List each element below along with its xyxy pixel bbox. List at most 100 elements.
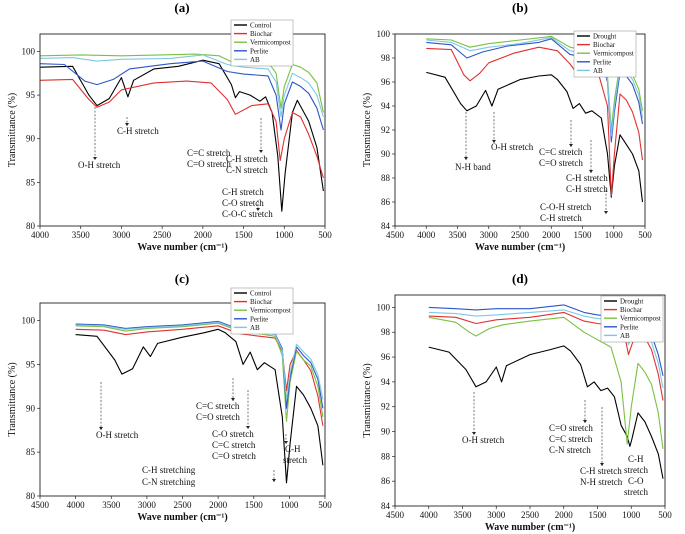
panel-label: (a) <box>174 0 189 15</box>
legend-entry: Biochar <box>593 41 616 49</box>
x-tick-label: 500 <box>638 230 652 240</box>
y-tick-label: 80 <box>26 221 36 231</box>
legend-box <box>573 30 637 78</box>
y-tick-label: 86 <box>381 197 391 207</box>
x-tick-label: 1500 <box>574 230 593 240</box>
arrow-head <box>284 441 288 444</box>
legend-entry: Biochar <box>250 30 273 38</box>
y-tick-label: 100 <box>22 316 36 326</box>
x-tick-label: 3500 <box>72 230 91 240</box>
peak-annotation: C-O-H stretch <box>540 202 592 212</box>
x-tick-label: 3500 <box>454 510 473 520</box>
peak-annotation: stretch <box>624 465 648 475</box>
peak-annotation: C=C stretch <box>196 401 240 411</box>
legend-entry: Perlite <box>250 315 268 323</box>
x-tick-label: 1500 <box>589 510 608 520</box>
y-tick-label: 95 <box>26 90 36 100</box>
x-tick-label: 1000 <box>275 230 294 240</box>
x-tick-label: 1000 <box>622 510 641 520</box>
y-tick-label: 90 <box>381 149 391 159</box>
y-tick-label: 90 <box>26 403 36 413</box>
arrow-head <box>464 157 468 160</box>
arrow-head <box>492 140 496 143</box>
legend-entry: Biochar <box>250 298 273 306</box>
x-tick-label: 2000 <box>209 500 228 510</box>
x-tick-label: 4000 <box>31 230 50 240</box>
legend-entry: Vermicompost <box>593 50 634 58</box>
y-tick-label: 96 <box>381 352 391 362</box>
legend-entry: Vermicompost <box>250 307 291 315</box>
x-tick-label: 4000 <box>417 230 436 240</box>
y-tick-label: 84 <box>381 501 391 511</box>
peak-annotation: C-O-C stretch <box>222 209 273 219</box>
peak-annotation: C=O stretch <box>187 159 231 169</box>
y-tick-label: 100 <box>377 29 391 39</box>
arrow-head <box>93 157 97 160</box>
y-tick-label: 100 <box>22 46 36 56</box>
y-axis-label: Transmittance (%) <box>7 362 18 436</box>
series-line-ab <box>39 54 324 118</box>
peak-annotation: C-H stretch <box>117 126 159 136</box>
x-tick-label: 3000 <box>138 500 157 510</box>
panel-b: (b) 4500 4000 3500 3000 2500 2000 1500 1000 500 84… <box>362 0 652 253</box>
peak-annotation: C-H stretching <box>142 465 196 475</box>
x-tick-label: 3500 <box>102 500 121 510</box>
panel-a: (a) 4000 3500 3000 2500 2000 1500 1000 500 80 85 90… <box>7 0 332 253</box>
peak-annotation: C-H stretch <box>540 213 582 223</box>
peak-annotation: C=C stretch <box>539 147 583 157</box>
y-axis-label: Transmittance (%) <box>362 93 373 167</box>
y-tick-label: 92 <box>381 402 390 412</box>
peak-annotation: C-H <box>628 454 644 464</box>
peak-annotation: C=O stretch <box>196 412 240 422</box>
legend-entry: Control <box>250 22 271 30</box>
peak-annotation: C=O stretch <box>212 451 256 461</box>
series-line-control <box>39 59 324 212</box>
legend-entry: Perlite <box>250 47 268 55</box>
y-tick-label: 90 <box>26 134 36 144</box>
x-tick-label: 2000 <box>542 230 561 240</box>
y-tick-label: 98 <box>381 53 391 63</box>
y-tick-label: 84 <box>381 221 391 231</box>
x-tick-label: 1000 <box>605 230 624 240</box>
legend-box <box>230 287 294 335</box>
x-axis-label: Wave number (cm⁻¹) <box>485 522 575 533</box>
panel-c: (c) 4500 4000 3500 3000 2500 2000 1500 1000 500 80… <box>7 271 332 523</box>
y-tick-label: 90 <box>381 427 391 437</box>
x-tick-label: 1500 <box>235 230 254 240</box>
arrow-head <box>246 426 250 429</box>
peak-annotation: O-H stretch <box>462 435 505 445</box>
y-tick-label: 80 <box>26 491 36 501</box>
y-tick-label: 94 <box>381 377 391 387</box>
y-tick-label: 95 <box>26 359 36 369</box>
x-tick-label: 2000 <box>555 510 574 520</box>
series-line-vermicompost <box>428 316 664 449</box>
y-tick-label: 85 <box>26 177 36 187</box>
arrow-head <box>272 479 276 482</box>
peak-annotation: C-N stretch <box>549 445 591 455</box>
series-line-drought <box>428 345 664 479</box>
legend-entry: Control <box>250 290 271 298</box>
peak-annotation: C-H stretch <box>566 173 608 183</box>
peak-annotation: C-N stretch <box>226 165 268 175</box>
peak-annotation: N-H stretch <box>580 477 623 487</box>
arrow-head <box>583 420 587 423</box>
legend-entry: AB <box>250 56 260 64</box>
x-tick-label: 3500 <box>449 230 468 240</box>
legend-entry: Drought <box>593 33 616 41</box>
x-tick-label: 4000 <box>67 500 86 510</box>
peak-annotation: C=C stretch <box>212 440 256 450</box>
legend-entry: AB <box>593 67 603 75</box>
y-tick-label: 92 <box>381 125 390 135</box>
peak-annotation: C=O stretch <box>539 158 583 168</box>
series-line-ab <box>75 321 324 401</box>
legend-entry: Vermicompost <box>620 315 661 323</box>
peak-annotation: C-H stretch <box>226 154 268 164</box>
arrow-head <box>231 398 235 401</box>
series-line-biochar <box>75 325 324 426</box>
arrow-head <box>600 463 604 466</box>
x-tick-label: 500 <box>318 230 332 240</box>
panel-label: (b) <box>512 0 528 15</box>
